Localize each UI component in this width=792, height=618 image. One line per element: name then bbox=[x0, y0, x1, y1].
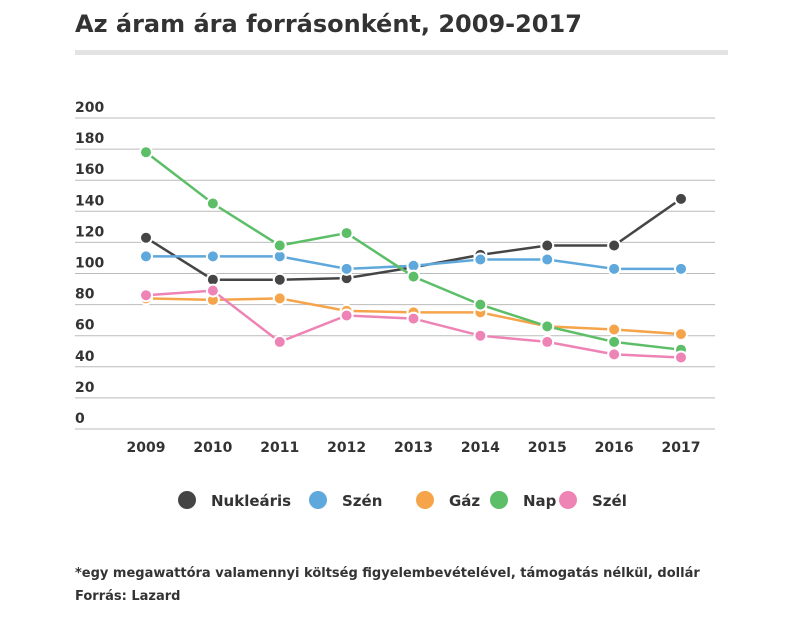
legend-label: Nap bbox=[523, 492, 557, 510]
y-tick-label: 200 bbox=[75, 100, 104, 116]
data-point bbox=[607, 261, 622, 276]
data-point bbox=[406, 269, 421, 284]
data-point bbox=[607, 334, 622, 349]
data-point bbox=[473, 252, 488, 267]
data-point bbox=[339, 308, 354, 323]
legend-marker bbox=[559, 491, 577, 509]
data-point bbox=[674, 327, 688, 342]
chart-title: Az áram ára forrásonként, 2009-2017 bbox=[75, 10, 582, 38]
x-tick-label: 2017 bbox=[662, 440, 701, 456]
data-point bbox=[607, 238, 622, 253]
data-point bbox=[406, 311, 421, 326]
data-point bbox=[473, 328, 488, 343]
legend-label: Gáz bbox=[449, 492, 480, 510]
x-tick-label: 2015 bbox=[528, 440, 567, 456]
data-point bbox=[205, 283, 220, 298]
data-point bbox=[540, 319, 555, 334]
data-point bbox=[139, 145, 153, 160]
data-point bbox=[139, 249, 153, 264]
data-point bbox=[205, 196, 220, 211]
data-point bbox=[540, 334, 555, 349]
x-tick-label: 2016 bbox=[595, 440, 634, 456]
data-point bbox=[540, 252, 555, 267]
data-point bbox=[674, 191, 688, 206]
y-tick-label: 160 bbox=[75, 162, 104, 178]
x-tick-label: 2009 bbox=[127, 440, 166, 456]
data-point bbox=[607, 322, 622, 337]
data-point bbox=[473, 297, 488, 312]
x-tick-label: 2010 bbox=[193, 440, 232, 456]
x-tick-label: 2012 bbox=[327, 440, 366, 456]
footnote: *egy megawattóra valamennyi költség figy… bbox=[75, 566, 700, 581]
data-point bbox=[674, 350, 688, 365]
data-point bbox=[272, 272, 287, 287]
data-point bbox=[540, 238, 555, 253]
y-tick-label: 60 bbox=[75, 318, 95, 334]
legend-marker bbox=[178, 491, 196, 509]
x-tick-label: 2013 bbox=[394, 440, 433, 456]
legend-marker bbox=[416, 491, 434, 509]
source: Forrás: Lazard bbox=[75, 589, 180, 604]
data-point bbox=[205, 249, 220, 264]
data-point bbox=[139, 288, 153, 303]
data-point bbox=[272, 291, 287, 306]
legend-label: Szén bbox=[342, 492, 382, 510]
legend-label: Szél bbox=[592, 492, 627, 510]
data-point bbox=[674, 261, 688, 276]
x-tick-label: 2014 bbox=[461, 440, 500, 456]
y-tick-label: 20 bbox=[75, 380, 95, 396]
data-point bbox=[339, 226, 354, 241]
legend-label: Nukleáris bbox=[211, 492, 291, 510]
y-tick-label: 80 bbox=[75, 287, 95, 303]
y-tick-label: 0 bbox=[75, 411, 85, 427]
y-tick-label: 180 bbox=[75, 131, 104, 147]
title-rule bbox=[75, 50, 728, 55]
data-point bbox=[607, 347, 622, 362]
data-point bbox=[339, 261, 354, 276]
y-tick-label: 100 bbox=[75, 256, 104, 272]
y-tick-label: 140 bbox=[75, 193, 104, 209]
legend-marker bbox=[309, 491, 327, 509]
data-point bbox=[139, 230, 153, 245]
legend-marker bbox=[490, 491, 508, 509]
data-point bbox=[272, 334, 287, 349]
data-point bbox=[272, 238, 287, 253]
x-tick-label: 2011 bbox=[260, 440, 299, 456]
y-tick-label: 120 bbox=[75, 224, 104, 240]
y-tick-label: 40 bbox=[75, 349, 95, 365]
